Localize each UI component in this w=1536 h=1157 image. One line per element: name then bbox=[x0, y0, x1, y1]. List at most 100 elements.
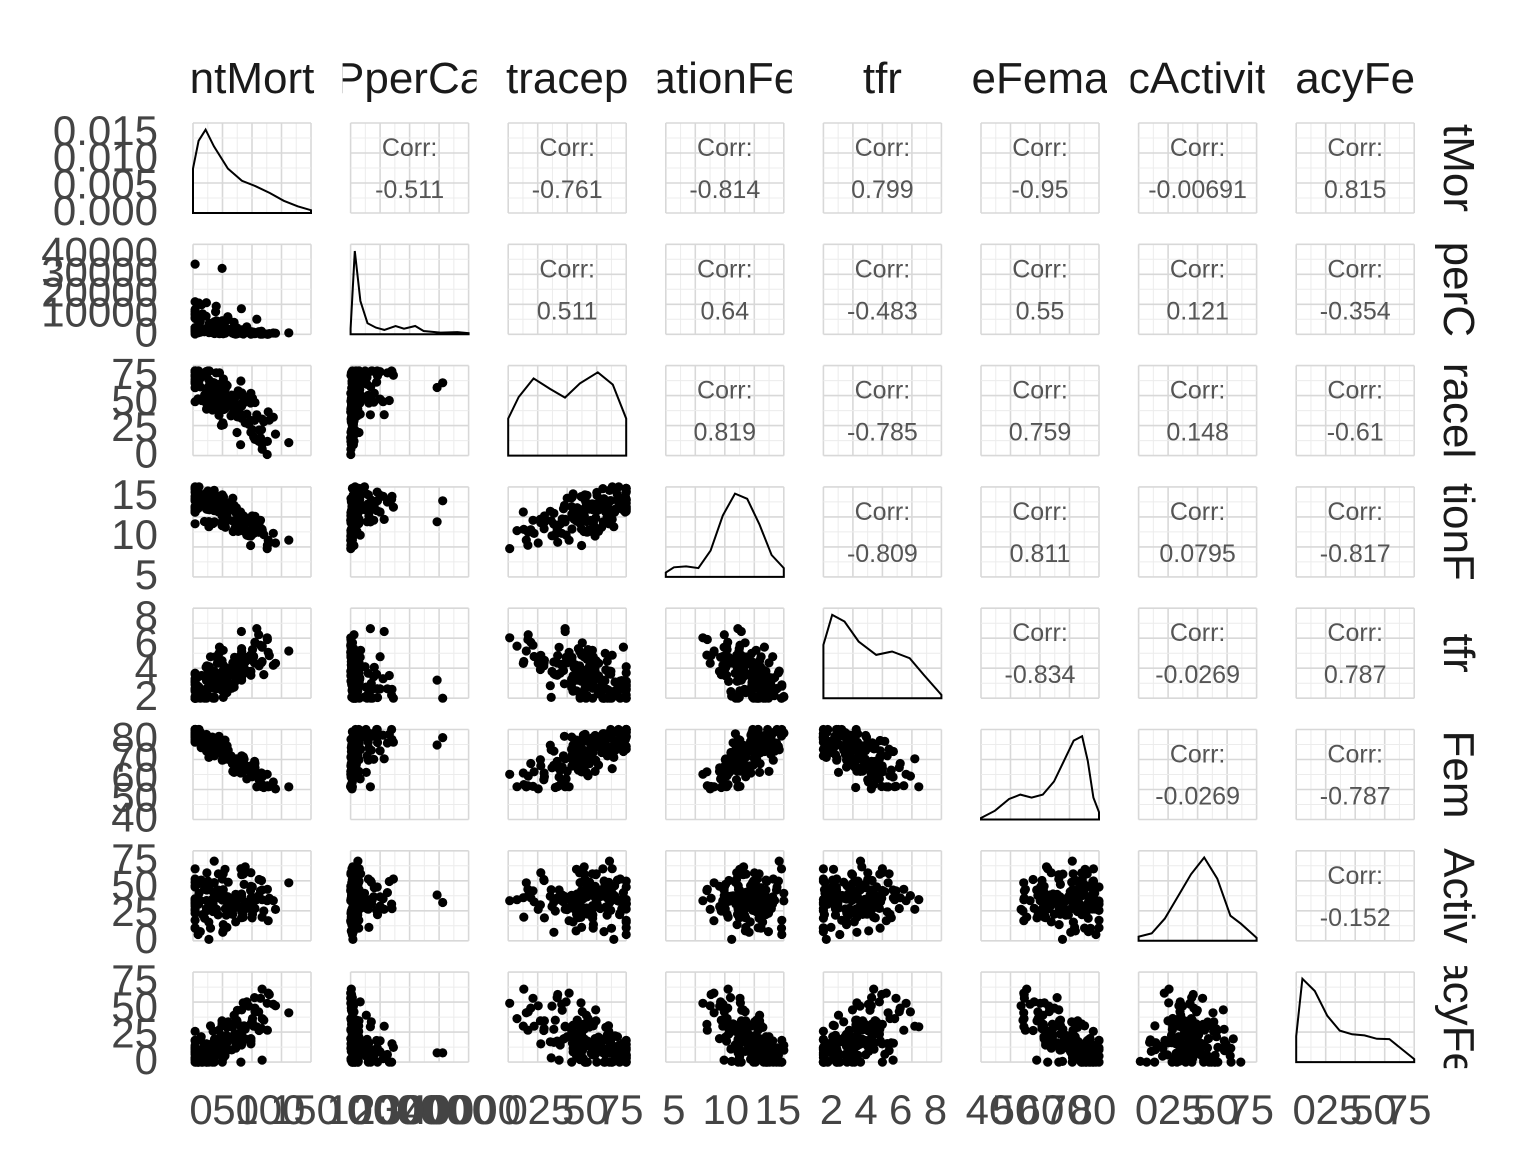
point bbox=[195, 317, 205, 327]
point bbox=[246, 868, 256, 878]
y-tick-label: 8 bbox=[135, 592, 158, 639]
x-tick-label: 0 bbox=[1135, 1086, 1158, 1133]
scatter-panel-4-0 bbox=[190, 624, 294, 703]
point bbox=[1046, 1043, 1056, 1053]
corr-label: Corr: bbox=[1170, 134, 1226, 162]
point bbox=[263, 916, 273, 926]
point bbox=[779, 1045, 789, 1055]
corr-panel-4-6: Corr: -0.0269 bbox=[1155, 619, 1240, 689]
point bbox=[202, 868, 212, 878]
point bbox=[347, 389, 357, 400]
point bbox=[505, 769, 515, 779]
panel-grid-0-5 bbox=[980, 122, 1100, 214]
point bbox=[1159, 988, 1169, 998]
point bbox=[264, 329, 274, 339]
point bbox=[355, 492, 365, 502]
point bbox=[601, 665, 611, 675]
corr-panel-0-2: Corr: -0.761 bbox=[532, 134, 603, 204]
point bbox=[818, 874, 829, 884]
point bbox=[369, 883, 379, 893]
point bbox=[207, 682, 217, 693]
point bbox=[227, 661, 237, 672]
point bbox=[264, 537, 274, 547]
point bbox=[1076, 1040, 1086, 1050]
point bbox=[766, 745, 776, 755]
point bbox=[1077, 874, 1087, 884]
point bbox=[588, 920, 599, 930]
y-tick-label: 10 bbox=[111, 511, 158, 558]
y-tick-label: 50 bbox=[111, 774, 158, 821]
point bbox=[228, 526, 238, 537]
point bbox=[432, 890, 442, 900]
scatter-panel-3-0 bbox=[190, 482, 294, 554]
point bbox=[1039, 1034, 1049, 1044]
point bbox=[559, 731, 570, 741]
point bbox=[591, 869, 601, 879]
point bbox=[347, 537, 357, 547]
scatter-panel-7-1 bbox=[346, 984, 448, 1067]
scatter-panel-7-6 bbox=[1135, 984, 1246, 1067]
point bbox=[579, 862, 589, 872]
point bbox=[576, 912, 586, 922]
point bbox=[432, 675, 442, 685]
point bbox=[528, 993, 538, 1003]
point bbox=[560, 1021, 570, 1031]
point bbox=[736, 904, 747, 914]
point bbox=[857, 862, 867, 872]
point bbox=[438, 693, 448, 703]
panel-grid-2-6 bbox=[1137, 364, 1258, 457]
point bbox=[1016, 1001, 1026, 1011]
point bbox=[378, 397, 388, 407]
point bbox=[190, 370, 200, 380]
panel-grid-3-6 bbox=[1137, 486, 1258, 578]
corr-label: Corr: bbox=[1327, 862, 1383, 890]
point bbox=[910, 904, 920, 914]
panel-grid-2-3 bbox=[664, 364, 785, 457]
point bbox=[715, 1001, 725, 1011]
corr-label: Corr: bbox=[1170, 255, 1226, 283]
point bbox=[735, 998, 746, 1008]
point bbox=[588, 676, 599, 686]
x-tick-label: 75 bbox=[1385, 1086, 1432, 1133]
point bbox=[866, 1001, 876, 1011]
point bbox=[567, 761, 577, 771]
point bbox=[698, 769, 708, 779]
point bbox=[769, 895, 779, 906]
point bbox=[910, 1021, 920, 1031]
y-tick-label: 25 bbox=[111, 888, 158, 935]
point bbox=[211, 307, 221, 317]
point bbox=[569, 746, 579, 756]
point bbox=[559, 679, 570, 689]
point bbox=[378, 1054, 388, 1064]
corr-panel-3-5: Corr: 0.811 bbox=[1010, 498, 1071, 568]
point bbox=[1020, 1025, 1030, 1035]
point bbox=[438, 733, 448, 743]
point bbox=[387, 494, 397, 504]
point bbox=[1070, 922, 1080, 933]
point bbox=[820, 888, 830, 898]
point bbox=[217, 1049, 227, 1059]
point bbox=[727, 934, 737, 945]
point bbox=[779, 692, 789, 702]
point bbox=[347, 781, 357, 792]
y-tick-label: 80 bbox=[111, 714, 158, 761]
point bbox=[1211, 1024, 1221, 1034]
point bbox=[264, 893, 274, 903]
point bbox=[535, 514, 546, 524]
point bbox=[1083, 1050, 1093, 1060]
corr-panel-0-7: Corr: 0.815 bbox=[1324, 134, 1387, 204]
point bbox=[246, 531, 256, 541]
point bbox=[438, 1048, 448, 1058]
point bbox=[519, 912, 529, 922]
point bbox=[580, 874, 590, 884]
x-tick-label: 70 bbox=[1044, 1086, 1091, 1133]
corr-panel-1-5: Corr: 0.55 bbox=[1012, 255, 1068, 325]
point bbox=[905, 771, 916, 781]
point bbox=[363, 1057, 373, 1067]
point bbox=[736, 1016, 747, 1026]
point bbox=[387, 1057, 397, 1067]
point bbox=[726, 687, 736, 697]
point bbox=[576, 895, 586, 905]
point bbox=[884, 869, 894, 879]
point bbox=[881, 916, 891, 926]
